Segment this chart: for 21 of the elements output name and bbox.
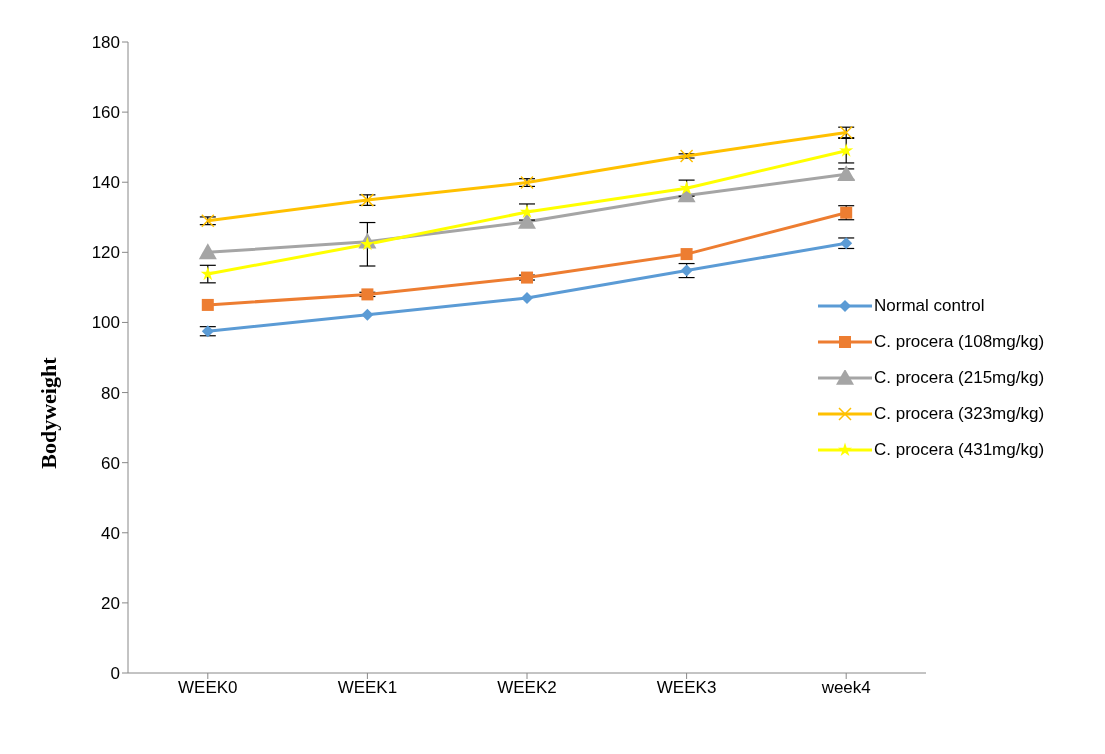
y-axis-title: Bodyweight xyxy=(35,356,61,469)
legend-label: C. procera (215mg/kg) xyxy=(874,368,1045,388)
x-tick-label: WEEK0 xyxy=(178,678,238,698)
y-tick-label: 180 xyxy=(91,33,120,53)
x-tick-label: week4 xyxy=(820,678,871,698)
x-tick-label: WEEK2 xyxy=(497,678,557,698)
y-tick-label: 100 xyxy=(91,313,120,333)
legend-label: C. procera (323mg/kg) xyxy=(874,404,1045,424)
y-tick-label: 20 xyxy=(101,593,120,613)
y-tick-label: 40 xyxy=(101,523,120,543)
y-tick-label: 160 xyxy=(91,103,120,123)
legend-label: C. procera (108mg/kg) xyxy=(874,332,1045,352)
y-tick-label: 120 xyxy=(91,243,120,263)
y-tick-label: 60 xyxy=(101,453,120,473)
y-tick-label: 140 xyxy=(91,173,120,193)
legend-label: C. procera (431mg/kg) xyxy=(874,440,1045,460)
x-tick-label: WEEK3 xyxy=(656,678,717,698)
legend-label: Normal control xyxy=(874,296,985,316)
y-tick-label: 80 xyxy=(101,383,120,403)
x-tick-label: WEEK1 xyxy=(337,678,398,698)
y-tick-label: 0 xyxy=(110,664,120,684)
